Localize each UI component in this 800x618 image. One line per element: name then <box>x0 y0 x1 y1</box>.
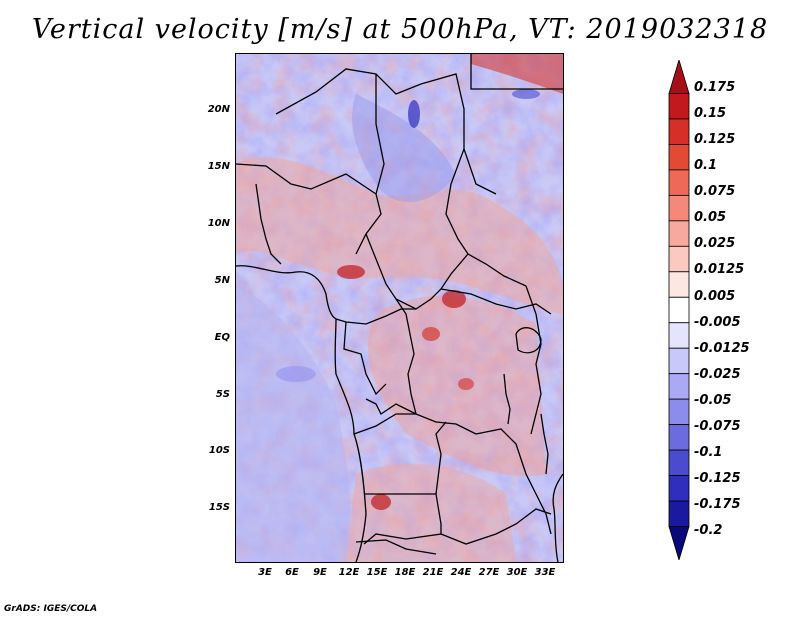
lake-tanganyika <box>503 373 511 425</box>
field-strong-updraft-4 <box>371 494 391 510</box>
colorbar-segment <box>668 118 690 145</box>
lake-victoria <box>515 327 542 354</box>
coastline-west-africa <box>236 265 367 562</box>
border-west-2 <box>255 183 282 265</box>
border-south-5 <box>440 508 552 545</box>
grads-credit: GrADS: IGES/COLA <box>4 604 98 614</box>
x-tick-27E: 27E <box>478 567 500 578</box>
colorbar-label: -0.05 <box>694 393 732 408</box>
colorbar-label: -0.005 <box>694 315 741 330</box>
x-tick-9E: 9E <box>313 567 327 578</box>
border-south-4 <box>435 421 447 495</box>
colorbar-segment <box>668 93 690 120</box>
x-tick-6E: 6E <box>285 567 299 578</box>
border-central-2 <box>335 308 416 325</box>
colorbar-label: -0.2 <box>694 523 723 538</box>
field-blue-region-north <box>352 94 456 203</box>
border-north-3 <box>445 148 527 287</box>
field-strong-downdraft-2 <box>512 89 540 99</box>
border-southwest <box>355 539 437 555</box>
lake-malawi <box>540 413 549 475</box>
field-strong-updraft-1 <box>337 265 365 279</box>
colorbar-label: 0.15 <box>694 106 727 121</box>
colorbar-label: -0.075 <box>694 419 741 434</box>
colorbar-label: 0.075 <box>694 184 736 199</box>
colorbar-label: 0.025 <box>694 236 736 251</box>
y-tick-20N: 20N <box>207 104 230 115</box>
field-strong-updraft-3 <box>422 327 440 341</box>
map-title: Vertical velocity [m/s] at 500hPa, VT: 2… <box>31 14 769 45</box>
colorbar-segment <box>668 398 690 426</box>
border-west-1 <box>236 163 377 195</box>
y-tick-10N: 10N <box>207 218 230 229</box>
y-tick-15N: 15N <box>207 161 230 172</box>
colorbar-top-arrow <box>668 60 690 94</box>
colorbar-segment <box>668 194 690 222</box>
colorbar-segment <box>668 373 690 400</box>
field-strong-downdraft-3 <box>276 366 316 382</box>
colorbar-label: 0.175 <box>694 80 736 95</box>
y-tick-EQ: EQ <box>214 332 230 343</box>
colorbar-segment <box>668 144 690 171</box>
border-north-1 <box>275 68 497 195</box>
borders <box>236 54 563 562</box>
colorbar-segment <box>668 220 690 247</box>
x-tick-12E: 12E <box>338 567 360 578</box>
y-tick-10S: 10S <box>208 445 230 456</box>
map-panel <box>235 53 564 563</box>
y-tick-5S: 5S <box>215 389 230 400</box>
colorbar-segment <box>668 271 690 298</box>
field-strong-downdraft-1 <box>408 100 420 128</box>
field-strong-updraft-5 <box>458 378 474 390</box>
colorbar-segment <box>668 245 690 273</box>
upper-right-updraft-band <box>471 54 563 94</box>
colorbar-label: 0.1 <box>694 158 718 173</box>
x-tick-30E: 30E <box>506 567 528 578</box>
field-red-region-central <box>367 295 546 476</box>
colorbar-label: -0.0125 <box>694 341 750 356</box>
colorbar-segment <box>668 424 690 451</box>
colorbar-segment <box>668 475 690 502</box>
colorbar-label: 0.125 <box>694 132 736 147</box>
colorbar-label: 0.05 <box>694 210 727 225</box>
border-central-4 <box>395 298 417 415</box>
colorbar-segment <box>668 347 690 375</box>
border-east-1 <box>525 285 542 435</box>
colorbar-label: -0.125 <box>694 471 741 486</box>
border-south-3 <box>363 493 442 545</box>
colorbar-label: -0.175 <box>694 497 741 512</box>
y-tick-15S: 15S <box>208 502 230 513</box>
velocity-field-map <box>236 54 563 562</box>
x-tick-15E: 15E <box>366 567 388 578</box>
colorbar-label: -0.1 <box>694 445 723 460</box>
border-south-2 <box>365 398 417 415</box>
x-tick-3E: 3E <box>258 567 272 578</box>
field-blue-region-ocean <box>236 284 351 562</box>
coastline-east-africa <box>552 473 563 562</box>
border-central-5 <box>440 288 552 315</box>
colorbar-label: 0.0125 <box>694 262 745 277</box>
colorbar-label: -0.025 <box>694 367 741 382</box>
field-strong-updraft-2 <box>442 290 466 308</box>
colorbar-segment <box>668 169 690 196</box>
border-north-4 <box>470 54 563 90</box>
x-tick-24E: 24E <box>450 567 472 578</box>
border-south-6 <box>475 428 552 535</box>
colorbar-segment <box>668 449 690 476</box>
colorbar <box>668 60 690 560</box>
x-tick-21E: 21E <box>422 567 444 578</box>
colorbar-segment <box>668 296 690 324</box>
colorbar-label: 0.005 <box>694 289 736 304</box>
colorbar-bottom-arrow <box>668 526 690 560</box>
field-red-region-sahel <box>236 157 563 314</box>
x-tick-33E: 33E <box>534 567 556 578</box>
x-tick-18E: 18E <box>394 567 416 578</box>
colorbar-segment <box>668 322 690 349</box>
colorbar-segment <box>668 500 690 527</box>
border-central-3 <box>343 321 387 396</box>
y-tick-5N: 5N <box>214 275 230 286</box>
field-red-region-south <box>346 463 516 562</box>
